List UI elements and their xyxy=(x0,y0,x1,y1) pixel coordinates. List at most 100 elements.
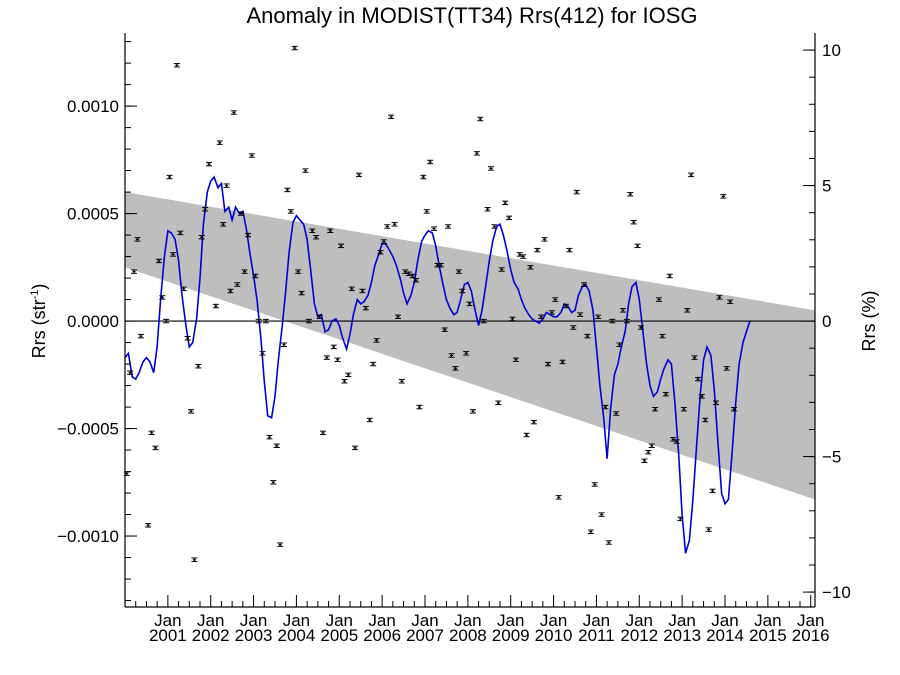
smoothed-anomaly-line xyxy=(124,175,751,554)
data-point xyxy=(541,237,548,242)
data-point xyxy=(591,482,598,487)
data-point xyxy=(255,318,262,324)
data-point xyxy=(534,247,541,253)
data-point xyxy=(466,301,473,307)
data-point xyxy=(131,269,137,274)
data-point xyxy=(559,359,566,365)
x-tick-label-year: 2001 xyxy=(149,626,187,645)
data-point xyxy=(359,288,366,294)
x-tick-label-month: Jan xyxy=(711,611,738,630)
data-point xyxy=(627,192,634,197)
data-point xyxy=(666,273,673,279)
data-point xyxy=(184,336,191,341)
data-point xyxy=(705,527,712,532)
data-point xyxy=(470,409,476,414)
data-point xyxy=(305,318,312,324)
data-point xyxy=(198,235,205,240)
data-point xyxy=(530,419,537,425)
data-point xyxy=(473,151,480,156)
data-point xyxy=(163,318,170,324)
data-point xyxy=(377,250,384,255)
data-point xyxy=(270,480,277,485)
x-tick-label-year: 2002 xyxy=(192,626,230,645)
x-tick-label-year: 2016 xyxy=(792,626,830,645)
data-point xyxy=(195,364,202,369)
data-point xyxy=(134,237,141,242)
data-point xyxy=(698,394,705,399)
y-axis-label-left-close: ) xyxy=(29,284,49,290)
x-tick-label-month: Jan xyxy=(583,611,610,630)
data-point xyxy=(223,183,230,188)
data-point xyxy=(584,333,591,339)
x-tick-label-year: 2013 xyxy=(663,626,701,645)
y-tick-label-right: 0 xyxy=(822,312,831,331)
y-tick-label-left: −0.0005 xyxy=(57,420,119,439)
x-tick-label-month: Jan xyxy=(454,611,481,630)
data-point xyxy=(202,207,209,212)
data-point xyxy=(659,333,666,339)
data-point xyxy=(573,189,580,195)
data-point xyxy=(266,434,273,440)
data-point xyxy=(570,325,577,330)
data-point xyxy=(148,430,155,436)
data-point xyxy=(545,361,551,367)
data-point xyxy=(137,333,144,339)
x-tick-label-month: Jan xyxy=(497,611,524,630)
data-point xyxy=(702,417,709,423)
data-point xyxy=(338,243,344,249)
x-tick-label-month: Jan xyxy=(197,611,224,630)
data-point xyxy=(587,529,594,534)
data-point xyxy=(623,318,630,324)
data-point xyxy=(206,161,212,167)
data-point xyxy=(127,370,134,375)
data-point xyxy=(452,366,459,371)
data-point xyxy=(295,269,302,274)
confidence-band-layer xyxy=(125,192,815,500)
x-tick-label-year: 2004 xyxy=(278,626,316,645)
data-point xyxy=(191,557,198,562)
x-tick-label-month: Jan xyxy=(797,611,824,630)
data-point xyxy=(327,228,334,234)
data-point xyxy=(313,235,320,240)
data-point xyxy=(388,114,395,120)
data-point xyxy=(512,357,519,362)
data-point xyxy=(577,312,584,317)
data-point xyxy=(695,376,701,382)
data-point xyxy=(595,314,602,319)
data-point xyxy=(459,288,466,294)
x-tick-label-month: Jan xyxy=(368,611,395,630)
data-point xyxy=(502,200,509,206)
data-point xyxy=(488,166,494,171)
data-point xyxy=(238,211,245,216)
y-tick-label-left: 0.0005 xyxy=(67,205,119,224)
x-tick-label-year: 2010 xyxy=(535,626,573,645)
data-point xyxy=(691,355,698,360)
data-point xyxy=(688,172,695,178)
data-point xyxy=(648,443,655,448)
data-point xyxy=(713,400,719,405)
data-point xyxy=(395,314,401,319)
data-point xyxy=(155,258,162,264)
data-point xyxy=(170,252,176,257)
data-point xyxy=(409,273,416,279)
x-tick-label-year: 2008 xyxy=(449,626,487,645)
data-point xyxy=(652,406,659,412)
data-point xyxy=(677,516,684,522)
data-point xyxy=(413,278,419,283)
data-point xyxy=(366,417,373,423)
y-axis-label-left-main: Rrs (str xyxy=(29,299,49,358)
data-point xyxy=(641,458,648,464)
data-point xyxy=(620,308,626,313)
x-tick-label-year: 2012 xyxy=(620,626,658,645)
data-point xyxy=(581,282,587,287)
x-tick-label-month: Jan xyxy=(754,611,781,630)
data-point xyxy=(234,282,241,287)
data-point xyxy=(259,351,266,356)
data-point xyxy=(538,314,545,319)
data-point xyxy=(645,449,652,455)
data-point xyxy=(684,308,691,313)
x-tick-label-year: 2015 xyxy=(749,626,787,645)
data-point xyxy=(230,110,237,115)
data-point xyxy=(166,174,173,180)
data-point xyxy=(252,273,259,279)
